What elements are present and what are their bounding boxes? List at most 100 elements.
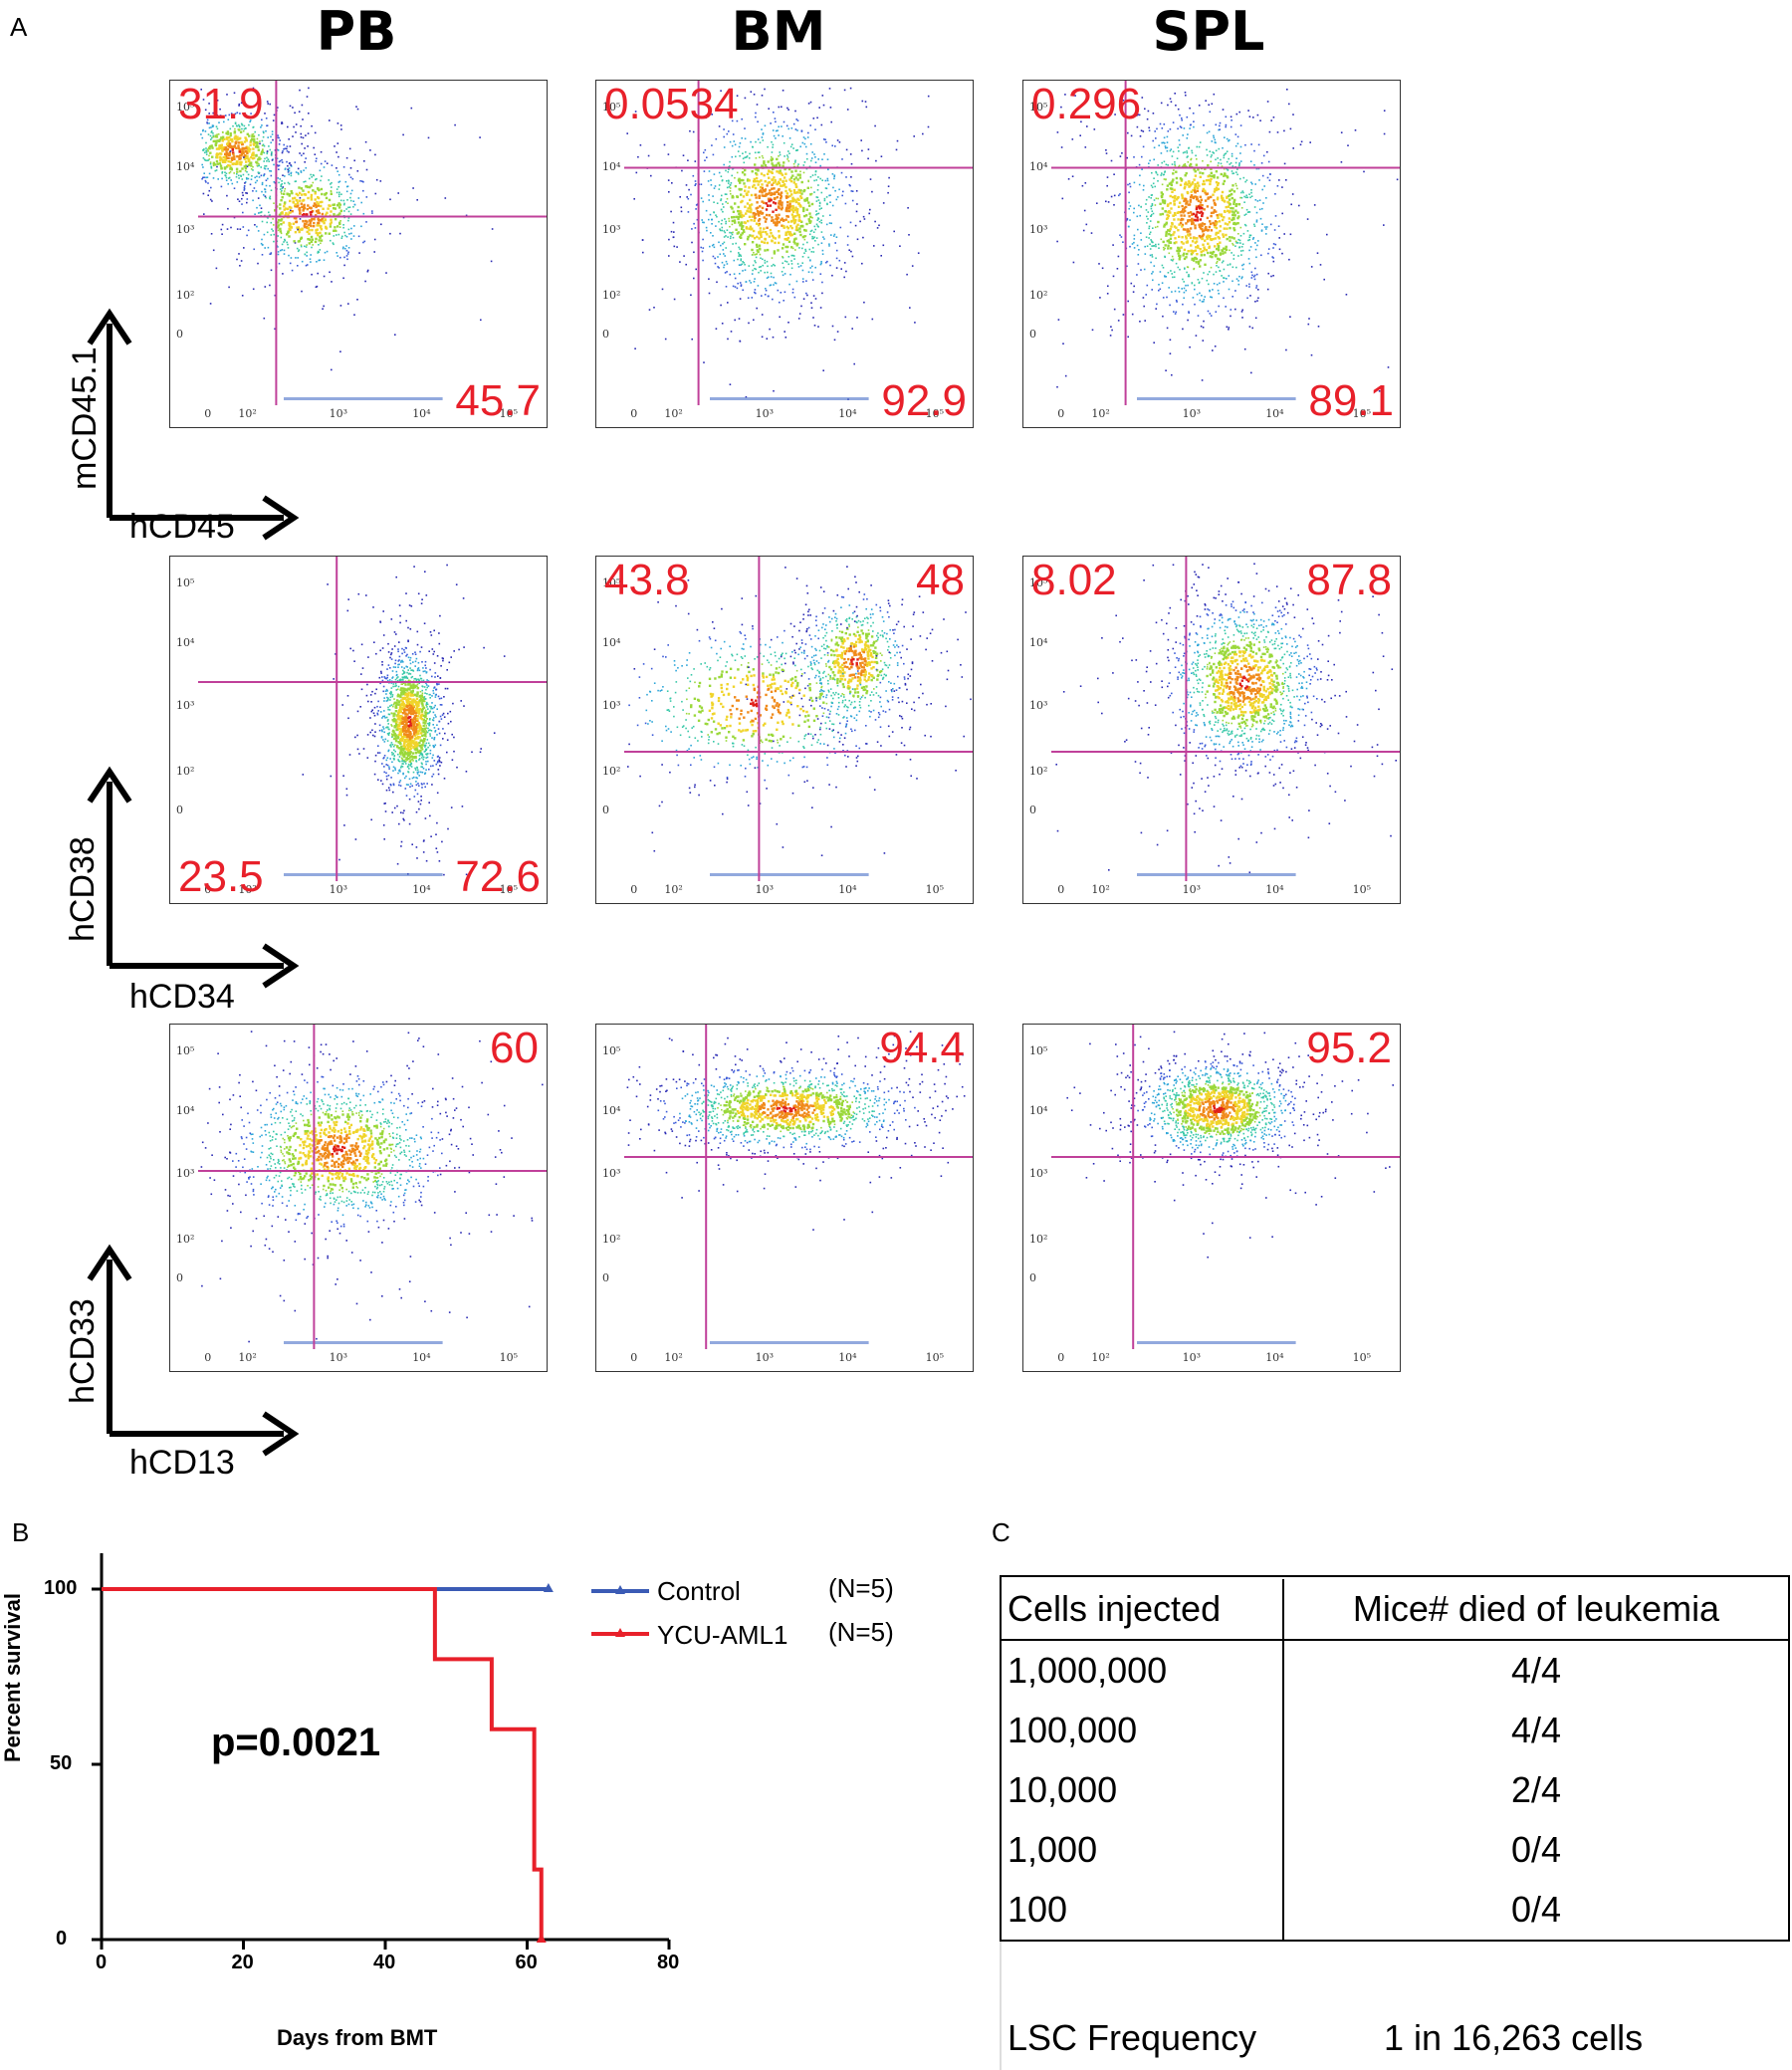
quadrant-value-tr: 95.2 xyxy=(1306,1024,1392,1072)
x-tick-label: 0 xyxy=(204,883,212,896)
header-cells-injected: Cells injected xyxy=(1002,1579,1283,1641)
table-row: 1,000,000 4/4 xyxy=(1002,1640,1788,1701)
quadrant-value-tl: 0.296 xyxy=(1031,80,1142,128)
cells-injected-cell: 100,000 xyxy=(1008,1710,1138,1750)
cells-injected-cell: 1,000,000 xyxy=(1008,1650,1168,1691)
y-tick-label: 10² xyxy=(602,289,621,302)
y-tick-label: 10⁵ xyxy=(176,101,195,114)
x-tick-label: 10³ xyxy=(1182,407,1202,420)
x-tick-label: 10⁴ xyxy=(1265,883,1284,896)
x-tick-label: 10² xyxy=(238,407,257,420)
flow-plot-bm-cd38: 10⁵ 10⁴ 10³ 10² 0 0 10² 10³ 10⁴ 10⁵ 43.8 48 xyxy=(595,556,974,904)
legend-control-label: Control xyxy=(657,1576,741,1606)
x-tick-label: 10² xyxy=(664,1351,683,1364)
y-tick-label: 10² xyxy=(176,289,195,302)
y-tick-label: 0 xyxy=(176,327,183,341)
mice-died-cell: 0/4 xyxy=(1282,1880,1788,1940)
y-tick-label: 10⁵ xyxy=(176,1044,195,1057)
x-tick-label: 10⁴ xyxy=(838,407,857,420)
y-tick-label: 10³ xyxy=(602,222,621,236)
flow-plot-pb-cd33: 10⁵ 10⁴ 10³ 10² 0 0 10² 10³ 10⁴ 10⁵ 60 xyxy=(169,1024,548,1372)
quadrant-value-bl: 23.5 xyxy=(178,852,264,901)
y-tick-label: 10⁵ xyxy=(602,101,621,114)
mice-died-cell: 2/4 xyxy=(1282,1760,1788,1820)
flow-plot-canvas xyxy=(1051,557,1400,881)
y-tick-label: 10⁵ xyxy=(1029,576,1048,589)
quadrant-value-tl: 31.9 xyxy=(178,80,264,128)
y-tick-label: 10⁵ xyxy=(1029,1044,1048,1057)
y-tick-label: 10⁴ xyxy=(1029,635,1048,649)
table-row: 10,000 2/4 xyxy=(1002,1760,1788,1820)
x-axis-label-row1: hCD45 xyxy=(129,508,235,546)
lsc-frequency-value: 1 in 16,263 cells xyxy=(1384,2017,1644,2058)
x-tick-label: 10⁴ xyxy=(838,1351,857,1364)
y-tick-label: 10² xyxy=(1029,1233,1048,1246)
lsc-table-header-row: Cells injected Mice# died of leukemia xyxy=(1002,1579,1788,1641)
mice-died-cell: 0/4 xyxy=(1282,1820,1788,1880)
flow-plot-pb-cd38: 10⁵ 10⁴ 10³ 10² 0 0 10² 10³ 10⁴ 10⁵ 23.5 72.6 xyxy=(169,556,548,904)
y-tick-label: 10⁴ xyxy=(176,635,195,649)
x-tick-label: 10⁵ xyxy=(499,1351,519,1364)
flow-plot-canvas xyxy=(198,1025,547,1349)
x-tick-label: 10² xyxy=(664,883,683,896)
y-tick-label: 10⁴ xyxy=(176,1103,195,1117)
x-tick-label: 10⁵ xyxy=(1352,1351,1372,1364)
x-tick-label: 10⁵ xyxy=(1352,883,1372,896)
table-row: 1,000 0/4 xyxy=(1002,1820,1788,1880)
x-tick-label: 10³ xyxy=(755,407,775,420)
x-tick-label: 10³ xyxy=(1182,883,1202,896)
x-tick-label: 10³ xyxy=(329,1351,348,1364)
x-tick-label: 0 xyxy=(1057,407,1065,420)
divider xyxy=(1000,1942,1002,2070)
legend-ycu-n: (N=5) xyxy=(828,1617,894,1647)
mice-died-cell: 4/4 xyxy=(1282,1640,1788,1701)
legend-swatches xyxy=(591,1585,649,1637)
panel-label-b: B xyxy=(12,1517,30,1547)
y-tick-label: 0 xyxy=(602,803,609,816)
x-tick-label: 10³ xyxy=(755,883,775,896)
mice-died-cell: 4/4 xyxy=(1282,1701,1788,1760)
y-tick-label: 0 xyxy=(602,1270,609,1284)
x-tick-label: 10² xyxy=(238,1351,257,1364)
flow-plot-canvas xyxy=(198,81,547,405)
y-tick-label: 10³ xyxy=(176,222,195,236)
flow-plot-spl-cd45: 10⁵ 10⁴ 10³ 10² 0 0 10² 10³ 10⁴ 10⁵ 0.296 89.1 xyxy=(1022,80,1401,428)
flow-plot-bm-cd45: 10⁵ 10⁴ 10³ 10² 0 0 10² 10³ 10⁴ 10⁵ 0.0534 92.9 xyxy=(595,80,974,428)
header-mice-died: Mice# died of leukemia xyxy=(1282,1579,1788,1641)
quadrant-value-br: 72.6 xyxy=(455,852,541,901)
flow-plot-canvas xyxy=(624,81,973,405)
km-axes xyxy=(100,1553,669,1942)
y-tick-label: 0 xyxy=(176,1270,183,1284)
cells-injected-cell: 1,000 xyxy=(1008,1829,1098,1870)
y-tick-label: 10⁴ xyxy=(602,1103,621,1117)
panel-label-c: C xyxy=(992,1517,1010,1547)
km-x-label: Days from BMT xyxy=(277,2025,438,2050)
flow-plot-canvas xyxy=(1051,81,1400,405)
km-x-tick-label: 20 xyxy=(231,1952,254,1973)
x-tick-label: 10² xyxy=(1091,883,1110,896)
y-tick-label: 10³ xyxy=(602,1166,621,1180)
km-x-tick-label: 80 xyxy=(657,1952,680,1973)
y-tick-label: 10³ xyxy=(602,698,621,712)
cells-injected-cell: 100 xyxy=(1008,1889,1068,1930)
x-tick-label: 10⁴ xyxy=(412,407,431,420)
x-tick-label: 10² xyxy=(664,407,683,420)
flow-plot-pb-cd45: 10⁵ 10⁴ 10³ 10² 0 0 10² 10³ 10⁴ 10⁵ 31.9 45.7 xyxy=(169,80,548,428)
km-y-label: Percent survival xyxy=(0,1593,25,1762)
axis-arrows-row3 xyxy=(87,1244,300,1457)
x-tick-label: 0 xyxy=(630,1351,638,1364)
x-tick-label: 10⁵ xyxy=(925,407,945,420)
y-tick-label: 0 xyxy=(1029,327,1036,341)
y-tick-label: 10⁴ xyxy=(1029,1103,1048,1117)
y-tick-label: 10⁵ xyxy=(176,576,195,589)
y-tick-label: 10⁵ xyxy=(1029,101,1048,114)
y-tick-label: 0 xyxy=(176,803,183,816)
lsc-frequency-label: LSC Frequency xyxy=(1008,2017,1257,2058)
x-tick-label: 10⁵ xyxy=(499,407,519,420)
x-tick-label: 10⁴ xyxy=(838,883,857,896)
y-tick-label: 10³ xyxy=(1029,698,1048,712)
x-tick-label: 10² xyxy=(1091,1351,1110,1364)
column-title-bm: BM xyxy=(731,0,826,63)
km-y-tick-label: 100 xyxy=(44,1577,78,1599)
y-tick-label: 10² xyxy=(1029,765,1048,778)
